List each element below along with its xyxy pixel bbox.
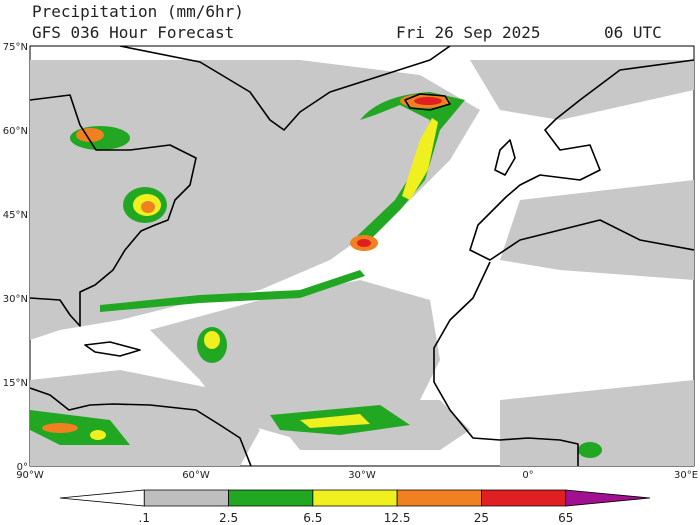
rain-area: [500, 180, 694, 280]
coastline: [494, 139, 516, 176]
rain-band: [300, 414, 370, 428]
map: 75°N 60°N 45°N 30°N 15°N 0° 90°W 60°W 30…: [3, 42, 698, 481]
forecast-date: Fri 26 Sep 2025: [396, 23, 541, 42]
lon-label: 30°E: [674, 470, 698, 481]
rain-core: [357, 239, 371, 247]
lat-label: 30°N: [3, 294, 28, 305]
lon-label: 0°: [522, 470, 533, 481]
rain-core: [578, 442, 602, 458]
lat-label: 0°: [17, 462, 28, 473]
coastline: [404, 93, 451, 111]
coastline: [433, 261, 579, 466]
lat-label: 45°N: [3, 210, 28, 221]
coastline: [469, 59, 694, 261]
rain-band: [100, 270, 365, 312]
forecast-time: 06 UTC: [604, 23, 662, 42]
colorbar-label: 12.5: [384, 511, 411, 525]
rain-area: [30, 60, 480, 340]
coastlines: [30, 46, 694, 466]
rain-area: [500, 380, 694, 466]
lon-label: 60°W: [182, 470, 210, 481]
rain-band: [402, 118, 438, 200]
lon-label: 30°W: [348, 470, 376, 481]
colorbar-label: 65: [558, 511, 573, 525]
colorbar-swatch: [143, 489, 229, 507]
colorbar-swatch: [228, 489, 314, 507]
colorbar-swatch: [565, 489, 651, 507]
lat-label: 60°N: [3, 126, 28, 137]
rain-area: [470, 60, 694, 120]
rain-band: [355, 92, 465, 245]
colorbar-swatch: [481, 489, 567, 507]
colorbar-label: 25: [474, 511, 489, 525]
subtitle: GFS 036 Hour Forecast: [32, 23, 234, 42]
colorbar-label: 6.5: [303, 511, 322, 525]
rain-core: [42, 423, 78, 433]
coastline: [84, 341, 141, 357]
rain-core: [76, 128, 104, 142]
colorbar: .1 2.5 6.5 12.5 25 65: [59, 489, 651, 525]
coastline: [30, 94, 197, 327]
rain-core: [141, 201, 155, 213]
rain-core: [90, 430, 106, 440]
coastline: [119, 46, 451, 131]
precip-field: [30, 60, 694, 466]
lat-label: 15°N: [3, 378, 28, 389]
rain-core: [204, 331, 220, 349]
rain-core: [414, 97, 442, 105]
lon-labels: 90°W 60°W 30°W 0° 30°E: [16, 470, 698, 481]
colorbar-label: 2.5: [219, 511, 238, 525]
colorbar-swatch: [59, 489, 145, 507]
lat-label: 75°N: [3, 42, 28, 53]
lon-label: 90°W: [16, 470, 44, 481]
coastline: [30, 387, 252, 466]
colorbar-swatch: [312, 489, 398, 507]
lat-labels: 75°N 60°N 45°N 30°N 15°N 0°: [3, 42, 28, 473]
colorbar-label: .1: [139, 511, 150, 525]
title: Precipitation (mm/6hr): [32, 2, 244, 21]
colorbar-swatch: [396, 489, 482, 507]
